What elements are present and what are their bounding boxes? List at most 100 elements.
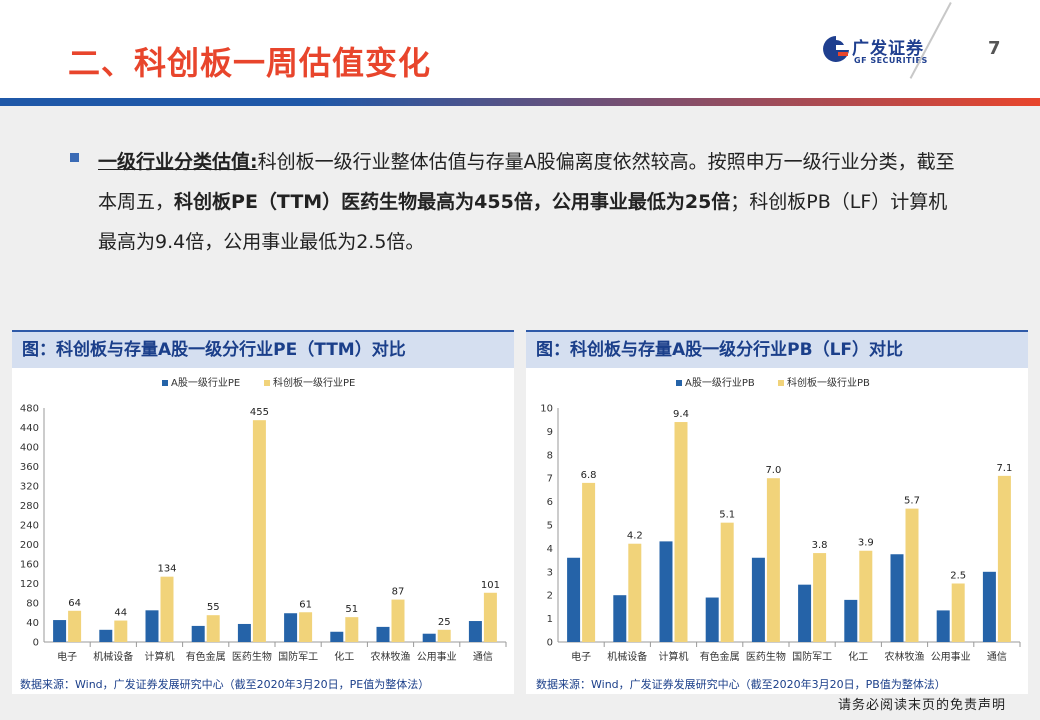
pe-data-label: 87	[392, 587, 405, 598]
pe-data-label: 61	[299, 599, 312, 610]
pb-bar-b	[582, 482, 596, 642]
disclaimer: 请务必阅读末页的免责声明	[838, 698, 1007, 713]
pb-xtick-label: 国防军工	[792, 650, 832, 663]
pe-xtick-label: 化工	[334, 650, 354, 663]
pe-bar-a	[53, 620, 67, 642]
pb-bar-a	[705, 597, 719, 642]
pb-data-label: 7.1	[996, 463, 1012, 474]
pe-bar-a	[237, 623, 251, 642]
pe-xtick-label: 医药生物	[232, 650, 272, 663]
page-number: 7	[988, 38, 1001, 59]
pe-ytick-label: 240	[20, 521, 39, 532]
pb-data-label: 3.8	[812, 540, 828, 551]
pe-data-label: 101	[481, 580, 500, 591]
pb-chart-source: 数据来源：Wind，广发证券发展研究中心（截至2020年3月20日，PB值为整体…	[536, 678, 946, 691]
pb-bar-b	[766, 478, 780, 642]
pb-legend-swatch-0	[676, 380, 682, 386]
pe-xtick-label: 有色金属	[186, 650, 226, 663]
pb-bar-a	[844, 599, 858, 642]
pe-bar-b	[437, 629, 451, 642]
pe-bar-a	[330, 631, 344, 642]
pb-xtick-label: 通信	[987, 651, 1007, 663]
pe-bar-b	[299, 612, 313, 642]
pe-bar-a	[145, 610, 159, 642]
pe-ytick-label: 120	[20, 579, 39, 590]
pe-data-label: 51	[345, 604, 358, 615]
pe-ytick-label: 280	[20, 501, 39, 512]
pe-bar-a	[376, 626, 390, 642]
pe-data-label: 44	[114, 608, 127, 619]
pe-xtick-label: 农林牧渔	[371, 650, 411, 663]
pe-bar-a	[191, 625, 205, 642]
pe-ytick-label: 320	[20, 482, 39, 493]
pe-bar-b	[68, 610, 82, 642]
pb-xtick-label: 公用事业	[931, 650, 971, 663]
pb-bar-a	[613, 595, 627, 642]
pe-bar-b	[391, 599, 405, 642]
logo-text-cn: 广发证券	[852, 39, 924, 59]
summary-text-2: ；科创板PB（LF）计算机最高为9.4倍，公用事业最低为2.5倍。	[98, 191, 948, 253]
pe-xtick-label: 国防军工	[278, 650, 318, 663]
bullet-icon	[70, 153, 79, 162]
pb-xtick-label: 化工	[848, 650, 868, 663]
summary-paragraph: 一级行业分类估值:科创板一级行业整体估值与存量A股偏离度依然较高。按照申万一级行…	[98, 142, 958, 262]
pb-bar-a	[890, 554, 904, 642]
pb-ytick-label: 10	[540, 404, 553, 415]
pb-legend-label-0: A股一级行业PB	[685, 376, 755, 389]
pb-bar-a	[798, 584, 812, 642]
pb-ytick-label: 2	[547, 591, 553, 602]
pe-legend-swatch-0	[162, 380, 168, 386]
pb-bar-b	[628, 543, 642, 642]
pe-ytick-label: 400	[20, 443, 39, 454]
pb-data-label: 4.2	[627, 531, 643, 542]
pe-data-label: 55	[207, 602, 220, 613]
pb-legend-label-1: 科创板一级行业PB	[787, 376, 870, 389]
pb-bar-b	[813, 553, 827, 642]
pb-bar-a	[936, 610, 950, 642]
pb-bar-b	[859, 550, 873, 642]
pe-bar-b	[206, 615, 220, 642]
pb-bar-b	[951, 583, 965, 642]
pb-bar-a	[659, 541, 673, 642]
pe-ytick-label: 480	[20, 404, 39, 415]
pb-ytick-label: 7	[547, 474, 553, 485]
pe-ytick-label: 40	[26, 618, 39, 629]
pe-bar-a	[284, 613, 298, 642]
logo-text-en: GF SECURITIES	[854, 56, 928, 65]
pb-ytick-label: 9	[547, 427, 553, 438]
pe-legend-label-1: 科创板一级行业PE	[273, 376, 355, 389]
pb-bar-a	[982, 571, 996, 642]
pb-data-label: 9.4	[673, 409, 689, 420]
pb-ytick-label: 4	[547, 544, 553, 555]
pb-xtick-label: 有色金属	[700, 650, 740, 663]
pb-bar-b	[905, 508, 919, 642]
pb-xtick-label: 机械设备	[607, 650, 647, 663]
pe-ytick-label: 360	[20, 462, 39, 473]
pe-ytick-label: 160	[20, 560, 39, 571]
page-title: 二、科创板一周估值变化	[68, 44, 432, 82]
pb-xtick-label: 农林牧渔	[885, 650, 925, 663]
pb-legend-swatch-1	[778, 380, 784, 386]
pb-chart-title: 图：科创板与存量A股一级分行业PB（LF）对比	[526, 330, 1028, 368]
pe-bar-b	[114, 620, 128, 642]
pb-bar-b	[720, 522, 734, 642]
pe-bar-a	[422, 633, 436, 642]
pe-chart: A股一级行业PE 科创板一级行业PE 0 40 80 120 160 200 240 280 320…	[20, 376, 507, 663]
pe-bar-b	[345, 617, 359, 642]
pb-bar-a	[567, 557, 581, 642]
pe-data-label: 25	[438, 617, 451, 628]
pe-ytick-label: 0	[33, 638, 39, 649]
pb-ytick-label: 3	[547, 567, 553, 578]
pb-xtick-label: 医药生物	[746, 650, 786, 663]
pe-ytick-label: 440	[20, 423, 39, 434]
pe-ytick-label: 80	[26, 599, 39, 610]
pb-data-label: 6.8	[581, 470, 597, 481]
pb-ytick-label: 8	[547, 450, 553, 461]
pb-ytick-label: 6	[547, 497, 553, 508]
pb-data-label: 5.7	[904, 496, 920, 507]
summary-text-1: 科创板一级行业整体估值与存量A股偏离度依然较高。按照申万一级行业分类，截至本周五…	[98, 151, 955, 213]
pe-bar-a	[468, 621, 482, 642]
pb-data-label: 2.5	[950, 571, 966, 582]
summary-bold: 科创板PE（TTM）医药生物最高为455倍，公用事业最低为25倍	[174, 191, 731, 213]
pb-bar-a	[751, 557, 765, 642]
